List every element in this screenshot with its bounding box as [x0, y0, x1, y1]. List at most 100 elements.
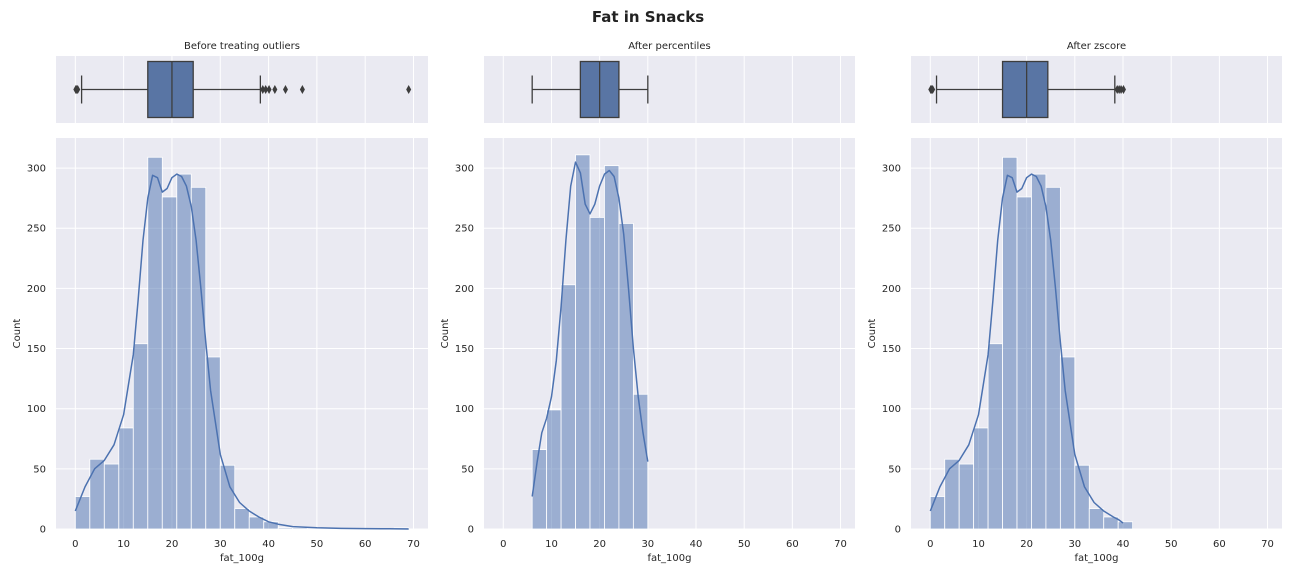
x-tick-label: 30	[1068, 539, 1081, 550]
histogram-bar	[1059, 356, 1076, 530]
y-tick-label: 0	[468, 525, 474, 536]
x-tick-label: 20	[1020, 539, 1033, 550]
boxplot-title: Before treating outliers	[184, 41, 300, 52]
histogram-bar	[987, 343, 1003, 530]
histogram-bar	[531, 449, 548, 530]
histogram-bar	[1045, 186, 1061, 530]
x-tick-label: 60	[359, 539, 372, 550]
y-tick-label: 200	[27, 284, 46, 295]
x-tick-label: 60	[1213, 539, 1226, 550]
histogram-panel-3: 0 10 20 30 40 50 60 70 0 50 100 150 200 250 300 fat_100…	[867, 138, 1282, 564]
histogram-panel-2: 0 10 20 30 40 50 60 70 0 50 100 150 200 250 300 fat_100…	[440, 138, 855, 564]
x-tick-label: 50	[1165, 539, 1178, 550]
histogram-bar	[973, 427, 989, 530]
outlier-marker	[1120, 85, 1126, 94]
outlier-marker	[930, 85, 936, 94]
x-tick-label: 70	[407, 539, 420, 550]
y-axis-label: Count	[867, 319, 878, 349]
histogram-bar	[604, 165, 620, 530]
x-axis-label: fat_100g	[220, 553, 264, 564]
x-tick-label: 30	[641, 539, 654, 550]
y-axis-label: Count	[440, 319, 451, 349]
x-tick-label: 10	[972, 539, 985, 550]
y-tick-label: 50	[888, 464, 901, 475]
y-tick-label: 300	[455, 164, 474, 175]
histogram-bar	[1117, 521, 1134, 530]
histogram-bar	[1031, 173, 1047, 530]
x-tick-label: 40	[262, 539, 275, 550]
histogram-bar	[103, 463, 120, 530]
x-tick-label: 60	[786, 539, 799, 550]
histogram-bar	[1088, 508, 1105, 530]
histogram-bar	[219, 464, 236, 530]
y-axis-label: Count	[12, 319, 23, 349]
kde-line	[929, 173, 1124, 524]
x-tick-label: 0	[500, 539, 506, 550]
x-tick-label: 70	[834, 539, 847, 550]
histogram-bar	[632, 393, 649, 530]
x-tick-label: 30	[214, 539, 227, 550]
boxplot-panel-2: After percentiles	[484, 41, 855, 123]
outlier-marker	[406, 85, 412, 94]
histogram-bar	[546, 409, 562, 530]
box-iqr	[147, 60, 194, 119]
boxplot-title: After percentiles	[628, 41, 710, 52]
y-tick-label: 0	[895, 525, 901, 536]
y-tick-label: 150	[455, 344, 474, 355]
histogram-bar	[176, 173, 192, 530]
x-tick-label: 70	[1261, 539, 1274, 550]
y-tick-label: 100	[455, 404, 474, 415]
histogram-bar	[161, 196, 178, 530]
boxplot-panel-3: After zscore	[911, 41, 1282, 123]
histogram-bar	[205, 356, 221, 530]
y-tick-label: 150	[882, 344, 901, 355]
histogram-bar	[234, 508, 250, 530]
x-tick-label: 10	[545, 539, 558, 550]
outlier-marker	[272, 85, 278, 94]
histogram-bar	[1002, 156, 1018, 530]
x-tick-label: 20	[166, 539, 179, 550]
outlier-marker	[263, 85, 269, 94]
histogram-bar	[277, 527, 294, 530]
histogram-panel-1: 0 10 20 30 40 50 60 70 0 50 100 150 200 250 300 fat_100…	[12, 138, 428, 564]
boxplot-title: After zscore	[1067, 41, 1126, 52]
boxplot-panel-1: Before treating outliers	[56, 41, 428, 123]
outlier-marker	[299, 85, 305, 94]
y-tick-label: 50	[461, 464, 474, 475]
x-tick-label: 50	[738, 539, 751, 550]
x-tick-label: 20	[593, 539, 606, 550]
outlier-marker	[266, 85, 272, 94]
y-tick-label: 150	[27, 344, 46, 355]
histogram-bar	[190, 186, 207, 530]
y-tick-label: 100	[882, 404, 901, 415]
histogram-bar	[958, 463, 975, 530]
y-tick-label: 200	[455, 284, 474, 295]
histogram-bar	[944, 458, 960, 530]
figure-title: Fat in Snacks	[591, 8, 705, 26]
x-tick-label: 0	[72, 539, 78, 550]
x-axis-label: fat_100g	[1074, 553, 1118, 564]
outlier-marker	[282, 85, 288, 94]
y-tick-label: 300	[27, 164, 46, 175]
histogram-bar	[147, 156, 163, 530]
box-iqr	[1001, 60, 1049, 119]
histogram-bar	[1016, 196, 1032, 530]
kde-line	[531, 161, 649, 497]
y-tick-label: 300	[882, 164, 901, 175]
x-tick-label: 0	[927, 539, 933, 550]
histogram-bar	[929, 496, 946, 530]
histogram-bar	[292, 527, 308, 530]
y-tick-label: 0	[40, 525, 46, 536]
y-tick-label: 100	[27, 404, 46, 415]
histogram-bar	[132, 343, 149, 530]
x-tick-label: 40	[690, 539, 703, 550]
y-tick-label: 50	[33, 464, 46, 475]
histogram-bar	[589, 217, 605, 530]
x-tick-label: 40	[1117, 539, 1130, 550]
x-axis-label: fat_100g	[647, 553, 691, 564]
outlier-marker	[260, 85, 266, 94]
y-tick-label: 200	[882, 284, 901, 295]
y-tick-label: 250	[455, 224, 474, 235]
